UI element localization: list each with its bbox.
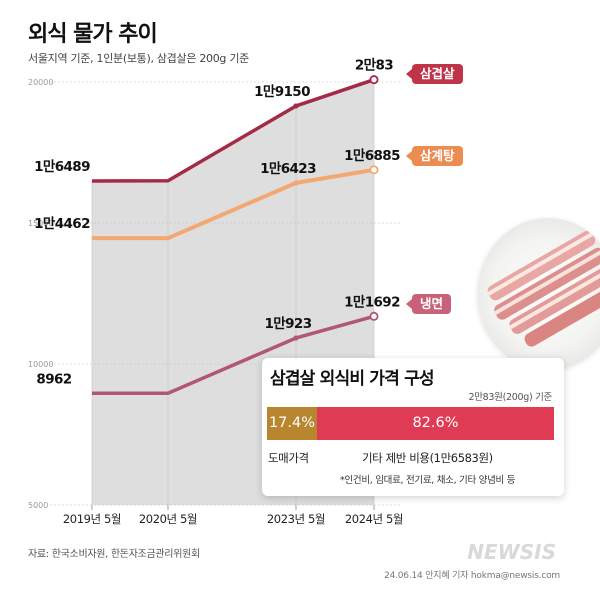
data-label: 1만6885 — [344, 148, 400, 164]
data-label: 1만6423 — [260, 161, 316, 177]
data-label: 1만6489 — [34, 159, 90, 175]
data-point — [293, 103, 299, 109]
data-label: 1만1692 — [344, 294, 400, 310]
series-line — [91, 78, 375, 183]
data-label: 2만83 — [355, 58, 393, 74]
x-tick-label: 2024년 5월 — [345, 512, 403, 526]
series-tag-naengmyeon: 냉면 — [405, 294, 452, 314]
price-breakdown-card: 삼겹살 외식비 가격 구성 2만83원(200g) 기준 17.4% 82.6%… — [262, 358, 564, 496]
data-point — [369, 75, 379, 85]
data-point — [293, 180, 299, 186]
segment-wholesale: 17.4% — [267, 407, 317, 440]
chart-subtitle: 서울지역 기준, 1인분(보통), 삼겹살은 200g 기준 — [28, 52, 249, 65]
series-tag-samgyetang: 삼계탕 — [406, 146, 463, 166]
y-tick-label: 20000 — [28, 78, 53, 87]
x-tick-label: 2020년 5월 — [139, 512, 197, 526]
data-point — [369, 165, 379, 175]
chart-title: 외식 물가 추이 — [28, 22, 158, 47]
series-line — [92, 167, 375, 241]
data-label: 1만923 — [265, 316, 312, 332]
y-tick-label: 5000 — [28, 501, 48, 510]
data-point — [293, 335, 299, 341]
stacked-bar: 17.4% 82.6% — [267, 407, 554, 440]
y-tick-label: 10000 — [28, 360, 53, 369]
credit-line: 24.06.14 안지혜 기자 hokma@newsis.com — [384, 571, 560, 581]
y-tick-label: 15000 — [28, 219, 53, 228]
data-label: 1만9150 — [254, 84, 310, 100]
newsis-watermark: NEWSIS — [467, 540, 556, 564]
pork-belly-image — [478, 218, 600, 368]
data-label: 8962 — [36, 371, 71, 387]
pork-belly-icon — [487, 230, 600, 347]
data-point — [369, 311, 379, 321]
breakdown-footnote: *인건비, 임대료, 전기료, 채소, 기타 양념비 등 — [340, 475, 516, 486]
data-label: 1만4462 — [34, 216, 90, 232]
x-tick-label: 2023년 5월 — [267, 512, 325, 526]
breakdown-note: 2만83원(200g) 기준 — [468, 392, 553, 403]
caption-wholesale: 도매가격 — [268, 451, 309, 465]
series-tag-pork: 삼겹살 — [406, 64, 463, 84]
caption-other-costs: 기타 제반 비용(1만6583원) — [362, 451, 493, 465]
breakdown-title: 삼겹살 외식비 가격 구성 — [270, 369, 435, 389]
series-line — [92, 314, 375, 396]
source-note: 자료: 한국소비자원, 한돈자조금관리위원회 — [28, 549, 200, 560]
segment-other-costs: 82.6% — [317, 407, 554, 440]
x-tick-label: 2019년 5월 — [63, 512, 121, 526]
